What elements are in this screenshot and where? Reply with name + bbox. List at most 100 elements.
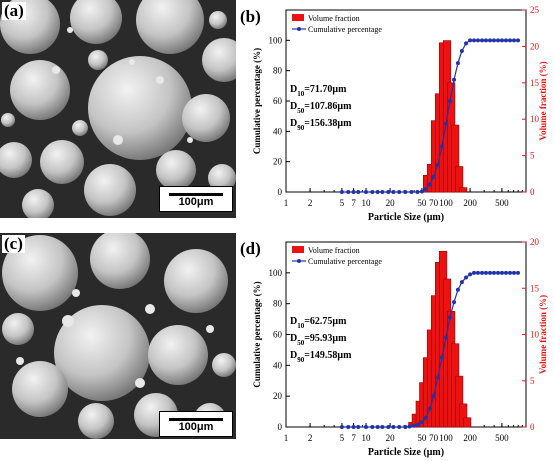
y-tick-label: 20: [273, 391, 283, 401]
cumulative-point: [364, 425, 368, 429]
x-axis-label: Particle Size (μm): [368, 212, 444, 223]
cumulative-point: [464, 275, 469, 280]
x-tick-label: 70: [429, 198, 439, 208]
cumulative-point: [452, 77, 457, 82]
x-tick-label: 5: [340, 198, 345, 208]
cumulative-point: [503, 38, 508, 43]
stat-d10: D10=71.70μm: [290, 84, 347, 98]
stat-d90: D90=156.38μm: [290, 118, 352, 132]
y-tick-label: 100: [269, 268, 283, 278]
cumulative-point: [488, 270, 493, 275]
y-tick-label: 100: [269, 35, 283, 45]
cumulative-point: [435, 375, 440, 380]
cumulative-point: [356, 425, 361, 429]
x-tick-label: 10: [362, 433, 372, 443]
cumulative-point: [472, 270, 477, 275]
cumulative-point: [475, 270, 480, 275]
cumulative-point: [351, 425, 356, 429]
cumulative-point: [475, 38, 480, 43]
x-tick-label: 200: [463, 433, 477, 443]
cumulative-point: [346, 425, 351, 429]
cumulative-point: [480, 270, 485, 275]
cumulative-point: [423, 415, 428, 420]
legend-cumulative-label: Cumulative percentage: [308, 25, 382, 34]
cumulative-point: [512, 38, 517, 43]
cumulative-point: [416, 422, 421, 427]
x-tick-label: 2: [308, 433, 313, 443]
panel-label: (d): [240, 239, 261, 258]
cumulative-point: [496, 270, 501, 275]
x-tick-label: 5: [340, 433, 345, 443]
cumulative-point: [412, 423, 417, 428]
cumulative-point: [480, 38, 485, 43]
x-tick-label: 50: [417, 433, 427, 443]
cumulative-point: [403, 190, 408, 194]
cumulative-point: [491, 270, 496, 275]
cumulative-point: [464, 41, 469, 46]
y2-tick-label: 0: [530, 422, 535, 432]
chart-d: (d)1 2 5 7 10 20 50 70 100 200 5000204060801000510…: [240, 237, 548, 458]
cumulative-point: [515, 270, 520, 275]
sem-panel-label-a: (a): [2, 1, 26, 20]
y-tick-label: 60: [273, 96, 283, 106]
cumulative-point: [488, 38, 493, 43]
y2-axis-label: Volume fraction (%): [538, 61, 548, 140]
cumulative-point: [370, 425, 375, 429]
cumulative-point: [459, 280, 464, 285]
cumulative-point: [339, 190, 344, 194]
x-tick-label: 100: [439, 433, 453, 443]
legend-cumulative-marker: [297, 259, 301, 263]
legend-volume-swatch: [292, 246, 304, 253]
cumulative-point: [499, 38, 504, 43]
cumulative-point: [427, 182, 432, 187]
y2-tick-label: 10: [530, 330, 540, 340]
sem-image-c: (c) 100μm: [0, 233, 236, 439]
cumulative-point: [452, 300, 457, 305]
cumulative-point: [370, 190, 375, 194]
y-tick-label: 80: [273, 299, 283, 309]
cumulative-point: [439, 144, 444, 149]
cumulative-point: [375, 425, 380, 429]
cumulative-point: [386, 190, 391, 194]
x-tick-label: 50: [417, 198, 427, 208]
x-tick-label: 20: [386, 198, 396, 208]
sem-panel-label-c: (c): [2, 234, 25, 253]
cumulative-point: [346, 190, 351, 194]
x-tick-label: 20: [386, 433, 396, 443]
scale-bar-text-a: 100μm: [178, 196, 214, 208]
cumulative-point: [380, 425, 385, 429]
scale-bar-text-c: 100μm: [178, 421, 214, 433]
y2-tick-label: 15: [530, 78, 540, 88]
cumulative-point: [431, 174, 436, 179]
cumulative-point: [409, 190, 414, 194]
chart-b: (b)1 2 5 7 10 20 50 70 100 200 5000204060801000510…: [240, 5, 548, 223]
y2-tick-label: 10: [530, 114, 540, 124]
cumulative-point: [397, 190, 402, 194]
cumulative-point: [431, 394, 436, 399]
cumulative-point: [427, 406, 432, 411]
x-tick-label: 100: [439, 198, 453, 208]
y-axis-label: Cumulative percentage (%): [252, 48, 262, 154]
cumulative-point: [391, 425, 396, 429]
scale-bar-c: 100μm: [159, 411, 233, 437]
y2-tick-label: 20: [530, 237, 540, 247]
cumulative-point: [508, 38, 513, 43]
cumulative-point: [386, 425, 391, 429]
cumulative-point: [435, 162, 440, 167]
sem-particles-a: [0, 0, 236, 218]
y-tick-label: 20: [273, 157, 283, 167]
cumulative-point: [447, 315, 452, 320]
cumulative-point: [419, 420, 424, 425]
y2-tick-label: 25: [530, 5, 540, 15]
y2-tick-label: 0: [530, 187, 535, 197]
x-tick-label: 10: [362, 198, 372, 208]
cumulative-point: [483, 270, 488, 275]
sem-particles-c: [0, 233, 236, 439]
x-tick-label: 7: [351, 198, 356, 208]
x-tick-label: 1: [284, 198, 289, 208]
stat-d90: D90=149.58μm: [290, 350, 352, 364]
x-tick-label: 7: [351, 433, 356, 443]
scale-bar-a: 100μm: [159, 186, 233, 212]
y-tick-label: 40: [273, 360, 283, 370]
x-tick-label: 2: [308, 198, 313, 208]
